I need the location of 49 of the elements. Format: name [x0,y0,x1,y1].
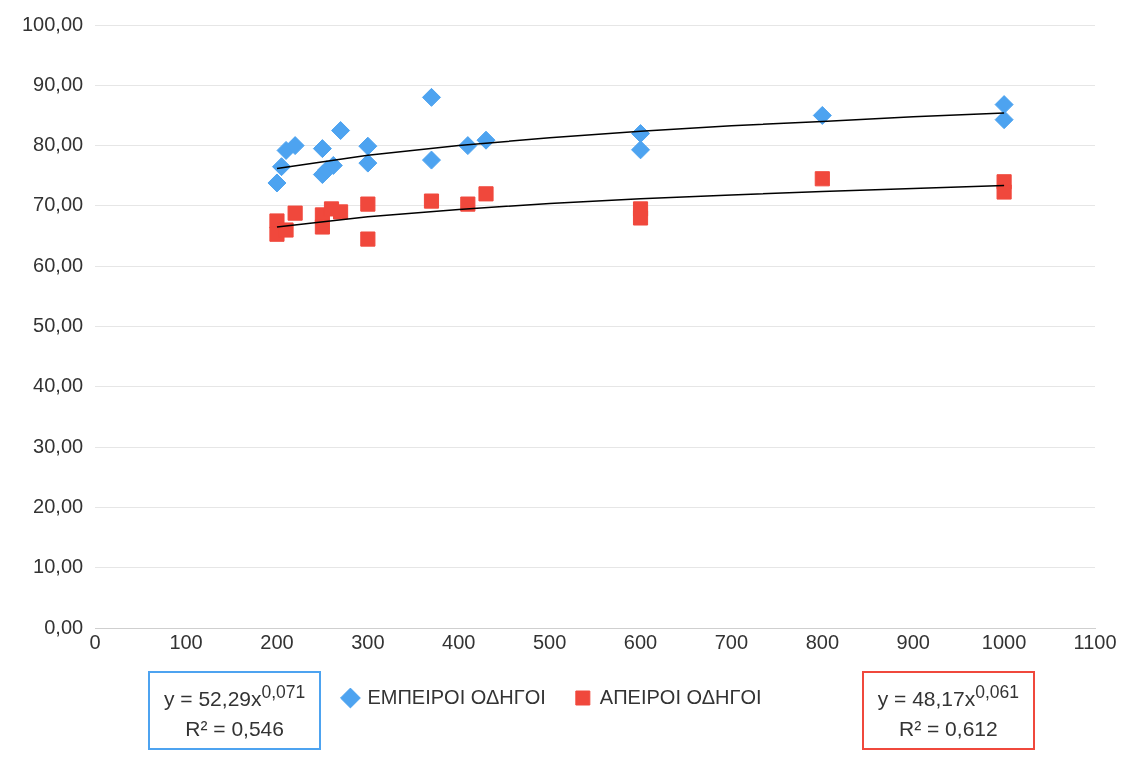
y-tick-label: 40,00 [33,374,84,397]
point [360,196,376,212]
point [267,173,287,193]
x-tick-label: 700 [714,630,749,653]
x-tick-label: 500 [532,630,567,653]
x-tick-label: 400 [442,630,476,653]
x-tick-label: 300 [351,630,385,653]
point [423,193,440,209]
point [360,231,376,247]
x-tick-label: 600 [623,630,658,653]
x-tick-label: 1000 [981,630,1027,653]
y-tick-label: 50,00 [33,314,84,337]
text: y = 52,29x$^{0,071}$ R² = 0,546 [164,681,306,742]
y-tick-label: 80,00 [33,133,84,156]
point [994,95,1014,115]
legend-label: ΕΜΠΕΙΡΟΙ ΟΔΗΓΟΙ [367,685,546,708]
y-tick-label: 30,00 [33,434,84,457]
point [478,186,494,202]
text: y = 48,17x$^{0,061}$ R² = 0,612 [877,681,1019,742]
point [314,219,330,235]
point [812,105,832,125]
point [333,204,349,220]
point [814,171,830,187]
point [312,139,332,159]
y-tick-label: 60,00 [33,253,84,276]
point [994,110,1014,130]
point [421,150,441,170]
x-tick-label: 900 [896,630,930,653]
y-tick-label: 20,00 [33,494,84,517]
x-tick-label: 0 [89,630,101,653]
point [285,136,305,156]
x-tick-label: 100 [169,630,203,653]
point [631,140,651,160]
point [358,136,378,156]
point [358,153,378,173]
point [632,210,649,226]
legend-label: ΑΠΕΙΡΟΙ ΟΔΗΓΟΙ [599,685,762,708]
y-tick-label: 90,00 [33,72,84,95]
point [996,184,1012,200]
x-tick-label: 800 [805,630,840,653]
x-tick-label: 200 [260,630,294,653]
x-tick-label: 1100 [1073,630,1117,653]
y-tick-label: 0,00 [44,615,84,638]
y-tick-label: 70,00 [33,193,84,216]
point [421,87,441,107]
point [287,205,303,221]
y-tick-label: 100,00 [22,12,84,35]
y-tick-label: 10,00 [33,555,84,578]
point [331,121,351,141]
